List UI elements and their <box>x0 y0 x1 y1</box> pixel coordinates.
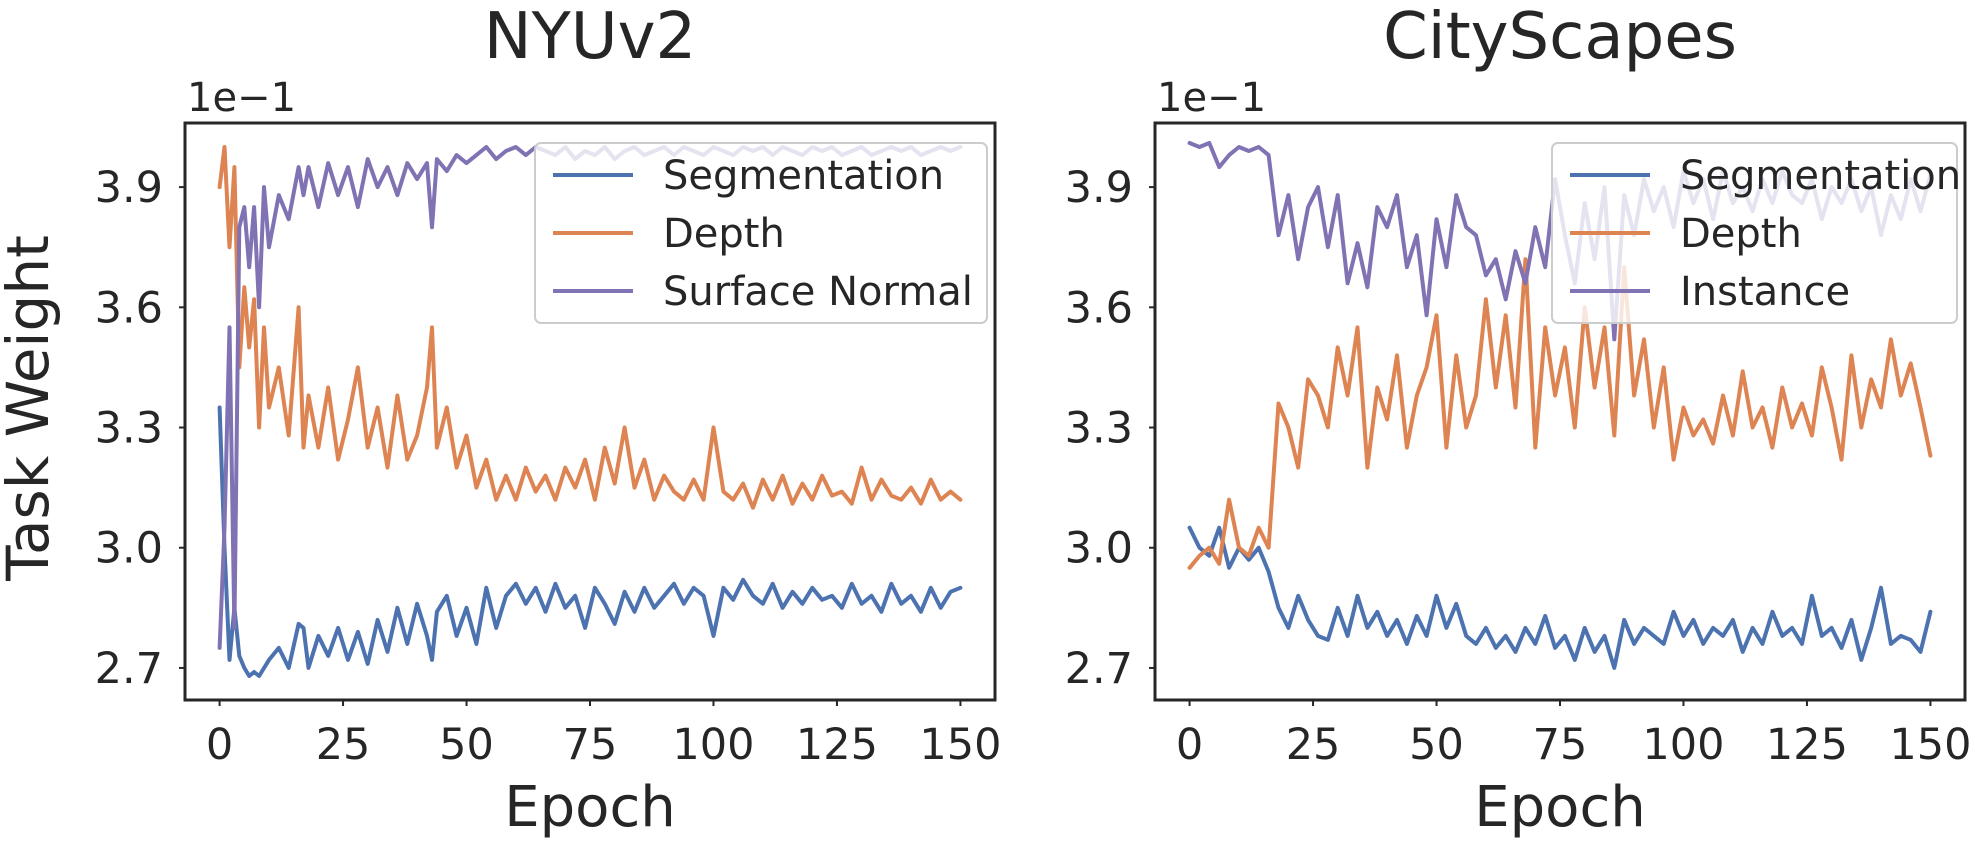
y-tick-label: 3.6 <box>1065 283 1133 333</box>
x-axis-label: Epoch <box>504 775 675 840</box>
legend-box <box>534 142 988 324</box>
x-tick-label: 50 <box>439 720 494 770</box>
x-axis-label: Epoch <box>1474 775 1645 840</box>
x-tick-label: 150 <box>1889 720 1971 770</box>
y-tick-label: 3.9 <box>1065 163 1133 213</box>
legend-label: Depth <box>663 211 785 257</box>
legend-label: Segmentation <box>1680 153 1961 199</box>
x-tick-label: 125 <box>1766 720 1848 770</box>
x-tick-label: 150 <box>919 720 1001 770</box>
x-tick-label: 100 <box>1642 720 1724 770</box>
series-line-depth <box>1187 257 1933 570</box>
y-tick-label: 3.3 <box>1065 404 1133 454</box>
shared-y-axis-label: Task Weight <box>0 235 62 582</box>
x-tick-label: 75 <box>563 720 618 770</box>
legend: Segmentation Depth Instance <box>1551 142 1961 324</box>
chart-panel-cityscapes: CityScapes 1e−1 0 25 50 75 100 125 150 2.7 3.0 3.3 3… <box>1065 0 1972 840</box>
y-tick-label: 3.0 <box>1065 524 1133 574</box>
legend-label: Surface Normal <box>663 269 973 315</box>
chart-title: NYUv2 <box>484 0 696 74</box>
y-axis-offset-label: 1e−1 <box>1157 75 1266 121</box>
series-line-segmentation <box>1187 525 1933 670</box>
x-tick-label: 25 <box>1286 720 1341 770</box>
legend-label: Instance <box>1680 269 1850 315</box>
y-tick-label: 3.9 <box>95 163 163 213</box>
chart-title: CityScapes <box>1383 0 1737 74</box>
y-tick-label: 3.0 <box>95 524 163 574</box>
y-axis-offset-label: 1e−1 <box>187 75 296 121</box>
y-tick-label: 2.7 <box>1065 644 1133 694</box>
legend: Segmentation Depth Surface Normal <box>534 142 988 324</box>
x-tick-label: 125 <box>796 720 878 770</box>
series-line-depth <box>217 145 963 510</box>
y-tick-label: 3.3 <box>95 404 163 454</box>
y-tick-label: 2.7 <box>95 644 163 694</box>
x-tick-label: 25 <box>316 720 371 770</box>
y-tick-label: 3.6 <box>95 283 163 333</box>
legend-label: Depth <box>1680 211 1802 257</box>
x-tick-label: 100 <box>672 720 754 770</box>
x-tick-label: 0 <box>1176 720 1203 770</box>
x-tick-label: 0 <box>206 720 233 770</box>
x-tick-label: 50 <box>1409 720 1464 770</box>
legend-box <box>1551 142 1958 324</box>
chart-panel-nyuv2: NYUv2 1e−1 0 25 50 75 100 125 150 2.7 3.0 3.3 3.6 3.9… <box>95 0 1002 840</box>
legend-label: Segmentation <box>663 153 944 199</box>
series-line-segmentation <box>217 405 963 678</box>
x-tick-label: 75 <box>1533 720 1588 770</box>
